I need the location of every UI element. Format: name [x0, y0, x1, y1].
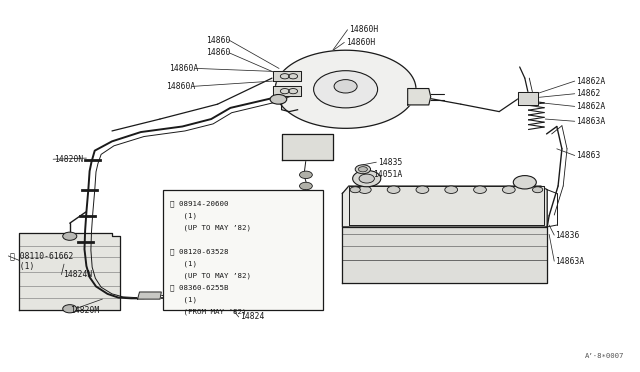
- Text: (FROM MAY ’82): (FROM MAY ’82): [170, 308, 246, 314]
- Circle shape: [445, 186, 458, 193]
- Circle shape: [513, 176, 536, 189]
- Circle shape: [63, 232, 77, 240]
- Circle shape: [63, 305, 77, 313]
- Text: 14051A: 14051A: [373, 170, 403, 179]
- Circle shape: [300, 182, 312, 190]
- Polygon shape: [342, 227, 547, 283]
- Text: 14862A: 14862A: [576, 77, 605, 86]
- Text: 14863A: 14863A: [556, 257, 585, 266]
- Polygon shape: [282, 134, 333, 160]
- Circle shape: [358, 186, 371, 193]
- Text: 14860: 14860: [206, 48, 230, 57]
- Polygon shape: [408, 89, 431, 105]
- Circle shape: [300, 193, 312, 200]
- Circle shape: [355, 165, 371, 174]
- Circle shape: [416, 186, 429, 193]
- Text: 14862A: 14862A: [576, 102, 605, 111]
- Text: (1): (1): [170, 213, 196, 219]
- Polygon shape: [518, 92, 538, 105]
- Circle shape: [502, 186, 515, 193]
- Circle shape: [314, 71, 378, 108]
- Circle shape: [270, 94, 287, 104]
- Circle shape: [474, 186, 486, 193]
- Text: 14860: 14860: [206, 36, 230, 45]
- Bar: [163, 190, 323, 310]
- Circle shape: [358, 167, 367, 172]
- Text: 14860A: 14860A: [169, 64, 198, 73]
- Text: (1): (1): [170, 260, 196, 267]
- Text: 14820N: 14820N: [54, 155, 84, 164]
- Polygon shape: [273, 71, 301, 81]
- Polygon shape: [349, 186, 544, 225]
- Polygon shape: [342, 186, 547, 227]
- Circle shape: [359, 174, 374, 183]
- Text: 14836: 14836: [556, 231, 580, 240]
- Text: 14860A: 14860A: [166, 82, 195, 91]
- Text: (1): (1): [10, 262, 34, 271]
- Text: 14860H: 14860H: [346, 38, 375, 47]
- Circle shape: [387, 186, 400, 193]
- Text: (1): (1): [170, 296, 196, 302]
- Text: (UP TO MAY ’82): (UP TO MAY ’82): [170, 225, 251, 231]
- Text: 14863A: 14863A: [576, 117, 605, 126]
- Text: 14820M: 14820M: [70, 307, 100, 315]
- Circle shape: [300, 203, 312, 210]
- Text: 14824N: 14824N: [63, 270, 92, 279]
- Text: 14863: 14863: [576, 151, 600, 160]
- Text: 14824: 14824: [240, 312, 264, 321]
- Circle shape: [532, 187, 543, 193]
- Text: (UP TO MAY ’82): (UP TO MAY ’82): [170, 272, 251, 279]
- Text: Ⓑ 08120-63528: Ⓑ 08120-63528: [170, 248, 228, 255]
- Polygon shape: [138, 292, 161, 299]
- Text: 14835: 14835: [378, 158, 402, 167]
- Text: Ⓑ 08360-6255B: Ⓑ 08360-6255B: [170, 284, 228, 291]
- Text: A’·8∗0007: A’·8∗0007: [584, 353, 624, 359]
- Circle shape: [334, 80, 357, 93]
- Polygon shape: [275, 50, 416, 128]
- Circle shape: [300, 171, 312, 179]
- Text: Ⓝ 08914-20600: Ⓝ 08914-20600: [170, 201, 228, 208]
- Polygon shape: [19, 232, 120, 310]
- Polygon shape: [273, 86, 301, 96]
- Text: 14860H: 14860H: [349, 25, 378, 34]
- Circle shape: [353, 170, 381, 187]
- Text: Ⓑ 08110-61662: Ⓑ 08110-61662: [10, 251, 73, 260]
- Circle shape: [350, 187, 360, 193]
- Text: 14862: 14862: [576, 89, 600, 98]
